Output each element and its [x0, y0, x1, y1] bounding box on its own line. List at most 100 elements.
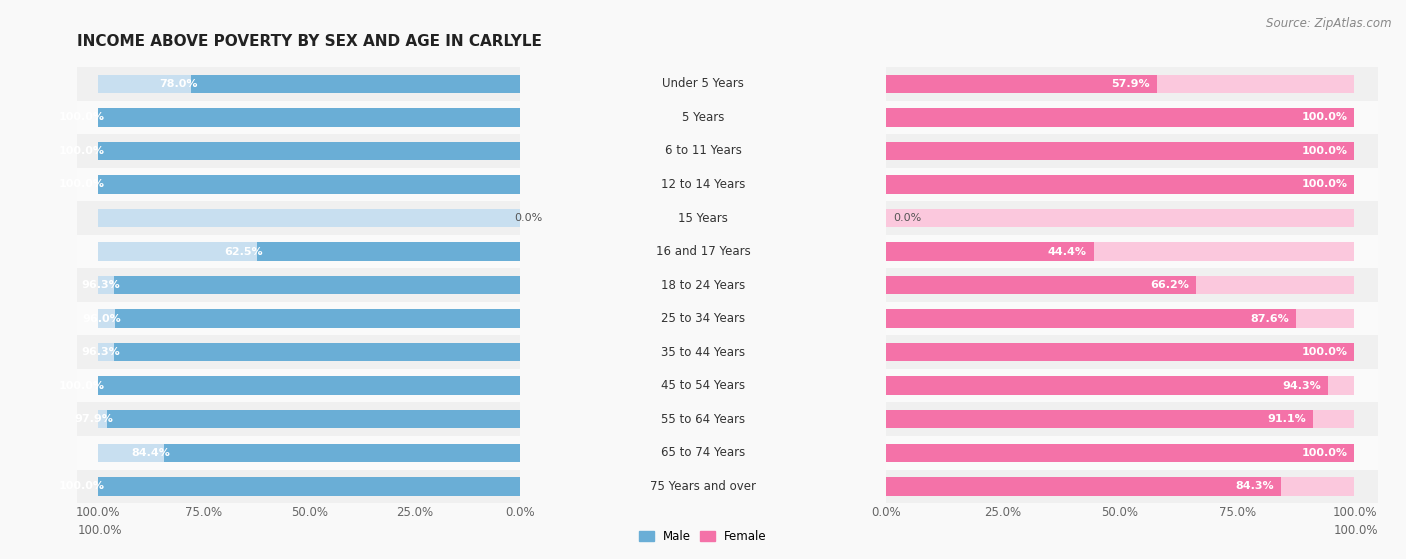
- Text: Source: ZipAtlas.com: Source: ZipAtlas.com: [1267, 17, 1392, 30]
- Bar: [98, 142, 520, 160]
- Bar: [77, 201, 520, 235]
- Text: 16 and 17 Years: 16 and 17 Years: [655, 245, 751, 258]
- Text: 57.9%: 57.9%: [1112, 79, 1150, 89]
- Bar: [886, 343, 1354, 362]
- Text: 96.0%: 96.0%: [83, 314, 121, 324]
- Bar: [114, 276, 520, 294]
- Text: 94.3%: 94.3%: [1282, 381, 1320, 391]
- Bar: [886, 108, 1354, 127]
- Text: 44.4%: 44.4%: [1047, 247, 1087, 257]
- Bar: [886, 477, 1354, 496]
- Legend: Male, Female: Male, Female: [634, 525, 772, 547]
- Bar: [886, 310, 1354, 328]
- Bar: [115, 310, 520, 328]
- Text: 100.0%: 100.0%: [77, 524, 122, 537]
- Bar: [886, 168, 1378, 201]
- Bar: [77, 335, 520, 369]
- Text: 100.0%: 100.0%: [59, 481, 104, 491]
- Text: 100.0%: 100.0%: [59, 381, 104, 391]
- Text: 87.6%: 87.6%: [1250, 314, 1289, 324]
- Text: INCOME ABOVE POVERTY BY SEX AND AGE IN CARLYLE: INCOME ABOVE POVERTY BY SEX AND AGE IN C…: [77, 34, 543, 49]
- Bar: [886, 470, 1378, 503]
- Bar: [886, 142, 1354, 160]
- Bar: [886, 108, 1354, 127]
- Bar: [77, 134, 520, 168]
- Bar: [98, 444, 520, 462]
- Text: 100.0%: 100.0%: [59, 146, 104, 156]
- Bar: [98, 108, 520, 127]
- Bar: [98, 243, 520, 260]
- Bar: [77, 101, 520, 134]
- Bar: [886, 377, 1327, 395]
- Bar: [98, 310, 520, 328]
- Bar: [886, 75, 1354, 93]
- Text: 84.3%: 84.3%: [1236, 481, 1274, 491]
- Bar: [886, 268, 1378, 302]
- Bar: [98, 276, 520, 294]
- Text: 15 Years: 15 Years: [678, 211, 728, 225]
- Bar: [98, 410, 520, 429]
- Text: 100.0%: 100.0%: [1302, 112, 1347, 122]
- Bar: [98, 209, 520, 228]
- Bar: [77, 402, 520, 436]
- Bar: [886, 477, 1281, 496]
- Bar: [886, 67, 1378, 101]
- Bar: [77, 168, 520, 201]
- Text: 55 to 64 Years: 55 to 64 Years: [661, 413, 745, 426]
- Text: 66.2%: 66.2%: [1150, 280, 1189, 290]
- Text: 78.0%: 78.0%: [159, 79, 197, 89]
- Text: 25 to 34 Years: 25 to 34 Years: [661, 312, 745, 325]
- Bar: [886, 176, 1354, 194]
- Text: 5 Years: 5 Years: [682, 111, 724, 124]
- Text: 97.9%: 97.9%: [75, 414, 114, 424]
- Bar: [77, 436, 520, 470]
- Bar: [107, 410, 520, 429]
- Text: 100.0%: 100.0%: [1302, 179, 1347, 190]
- Bar: [886, 201, 1378, 235]
- Bar: [886, 101, 1378, 134]
- Bar: [191, 75, 520, 93]
- Bar: [98, 75, 520, 93]
- Bar: [886, 335, 1378, 369]
- Bar: [886, 410, 1313, 429]
- Bar: [886, 276, 1197, 294]
- Bar: [256, 243, 520, 260]
- Text: 100.0%: 100.0%: [1302, 146, 1347, 156]
- Text: 0.0%: 0.0%: [515, 213, 543, 223]
- Bar: [98, 176, 520, 194]
- Bar: [886, 369, 1378, 402]
- Bar: [886, 302, 1378, 335]
- Bar: [165, 444, 520, 462]
- Bar: [886, 235, 1378, 268]
- Bar: [77, 470, 520, 503]
- Bar: [98, 377, 520, 395]
- Text: 45 to 54 Years: 45 to 54 Years: [661, 379, 745, 392]
- Text: Under 5 Years: Under 5 Years: [662, 77, 744, 91]
- Bar: [886, 243, 1354, 260]
- Text: 62.5%: 62.5%: [225, 247, 263, 257]
- Bar: [77, 268, 520, 302]
- Bar: [886, 243, 1094, 260]
- Bar: [886, 410, 1354, 429]
- Text: 35 to 44 Years: 35 to 44 Years: [661, 345, 745, 359]
- Text: 96.3%: 96.3%: [82, 280, 121, 290]
- Text: 12 to 14 Years: 12 to 14 Years: [661, 178, 745, 191]
- Bar: [886, 209, 1354, 228]
- Bar: [98, 343, 520, 362]
- Text: 65 to 74 Years: 65 to 74 Years: [661, 446, 745, 459]
- Text: 100.0%: 100.0%: [59, 179, 104, 190]
- Text: 100.0%: 100.0%: [1302, 448, 1347, 458]
- Text: 0.0%: 0.0%: [893, 213, 921, 223]
- Bar: [77, 67, 520, 101]
- Text: 96.3%: 96.3%: [82, 347, 121, 357]
- Text: 6 to 11 Years: 6 to 11 Years: [665, 144, 741, 158]
- Bar: [886, 142, 1354, 160]
- Bar: [886, 310, 1296, 328]
- Text: 100.0%: 100.0%: [59, 112, 104, 122]
- Bar: [114, 343, 520, 362]
- Bar: [886, 75, 1157, 93]
- Text: 84.4%: 84.4%: [132, 448, 170, 458]
- Bar: [886, 377, 1354, 395]
- Text: 100.0%: 100.0%: [1302, 347, 1347, 357]
- Bar: [77, 369, 520, 402]
